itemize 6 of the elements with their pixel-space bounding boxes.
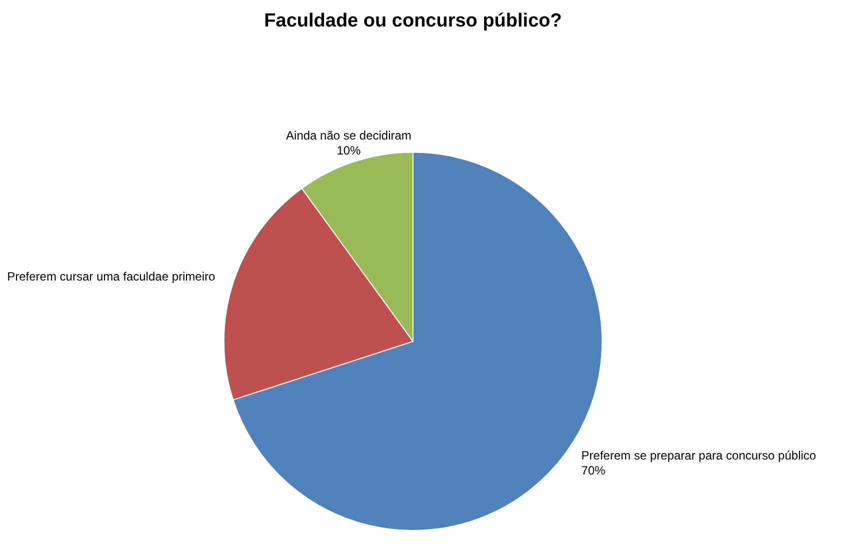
data-label: 10% (336, 143, 362, 158)
slice-label: Preferem se preparar para concurso público (581, 448, 816, 462)
slice-label: Ainda não se decidiram (286, 128, 412, 142)
slice-label: Preferem cursar uma faculdae primeiro (7, 269, 216, 284)
chart-title: Faculdade ou concurso público? (264, 10, 562, 32)
data-label: 70% (581, 463, 606, 478)
